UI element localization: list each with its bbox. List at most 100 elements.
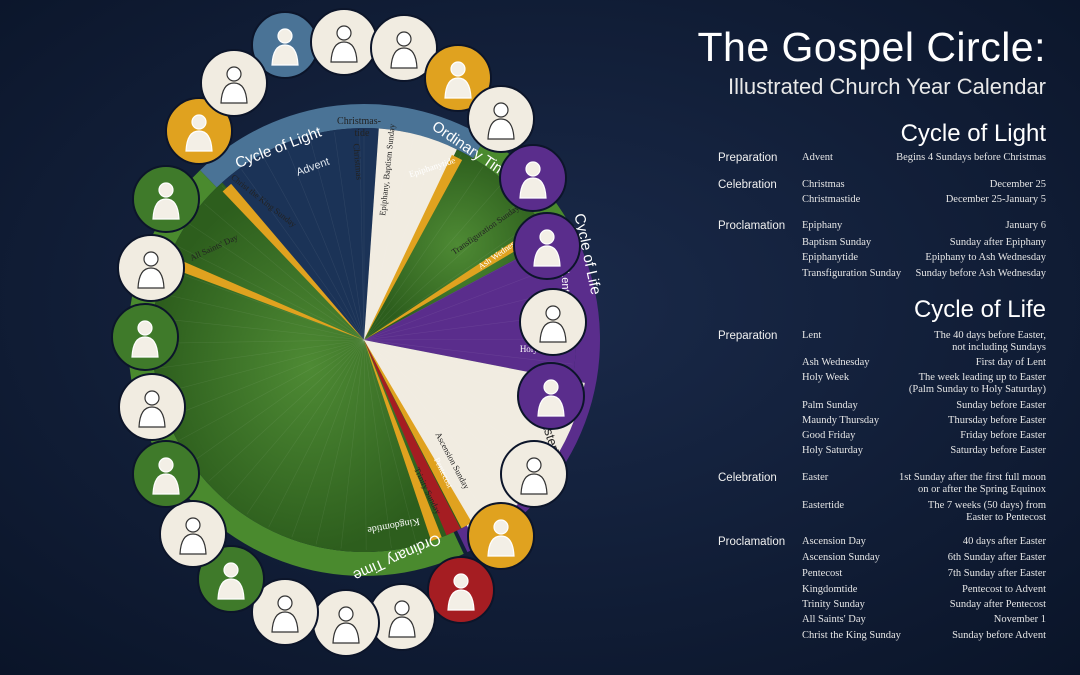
row-observance: Good Friday bbox=[802, 430, 856, 441]
row-date: Thursday before Easter bbox=[948, 415, 1046, 426]
week-divider bbox=[192, 339, 365, 462]
week-divider bbox=[363, 219, 537, 341]
cross-icon bbox=[517, 362, 585, 430]
week-divider bbox=[334, 132, 365, 341]
row-date: Sunday before Easter bbox=[956, 400, 1046, 411]
row-date: Begins 4 Sundays before Christmas bbox=[896, 152, 1046, 163]
week-divider bbox=[179, 339, 365, 441]
week-divider bbox=[159, 292, 365, 341]
ascension-icon bbox=[467, 502, 535, 570]
holy-family-icon bbox=[310, 8, 378, 76]
week-divider bbox=[268, 339, 365, 528]
map-icon bbox=[312, 589, 380, 657]
row-observance: Transfiguration Sunday bbox=[802, 268, 902, 279]
row-category: Celebration bbox=[718, 179, 777, 191]
row-category: Celebration bbox=[718, 472, 777, 484]
row-category: Proclamation bbox=[718, 536, 786, 548]
page-title: The Gospel Circle: bbox=[697, 24, 1046, 70]
row-observance: Holy Week bbox=[802, 372, 850, 383]
row-date: Sunday before Advent bbox=[952, 630, 1046, 641]
magi-icon bbox=[370, 14, 438, 82]
week-divider bbox=[208, 339, 365, 482]
week-divider bbox=[315, 339, 365, 545]
epiphanytide-sector bbox=[364, 149, 552, 340]
week-divider bbox=[359, 130, 365, 341]
cycle-light-ring bbox=[200, 103, 486, 188]
row-date: 1st Sunday after the first full moon on … bbox=[899, 472, 1046, 495]
row-date: Sunday after Pentecost bbox=[949, 599, 1046, 610]
band-ascension-sunday bbox=[364, 340, 472, 529]
week-divider bbox=[363, 339, 417, 544]
week-divider bbox=[176, 245, 365, 341]
row-observance: Lent bbox=[802, 330, 822, 341]
row-observance: Holy Saturday bbox=[802, 445, 863, 456]
page-subtitle: Illustrated Church Year Calendar bbox=[728, 74, 1046, 99]
row-category: Preparation bbox=[718, 152, 778, 164]
healing-icon bbox=[197, 545, 265, 613]
feast-bands bbox=[171, 154, 541, 542]
baptism-icon bbox=[424, 44, 492, 112]
row-date: December 25-January 5 bbox=[945, 194, 1046, 205]
row-date: November 1 bbox=[993, 614, 1046, 625]
week-divider bbox=[262, 155, 365, 341]
week-divider bbox=[309, 137, 365, 341]
week-divider bbox=[246, 339, 365, 515]
week-divider bbox=[168, 339, 365, 418]
row-date: 6th Sunday after Easter bbox=[947, 552, 1046, 563]
row-observance: Epiphanytide bbox=[802, 252, 858, 263]
christmas-label: Christmas bbox=[351, 143, 364, 181]
week-divider bbox=[154, 339, 365, 344]
row-observance: Ascension Sunday bbox=[802, 552, 880, 563]
row-observance: Christmas bbox=[802, 179, 845, 190]
christmastide-sector bbox=[364, 128, 457, 340]
band-baptism-sunday bbox=[364, 154, 463, 340]
row-date: Epiphany to Ash Wednesday bbox=[925, 252, 1046, 263]
row-observance: Advent bbox=[802, 152, 833, 163]
mary-pregnant-icon bbox=[251, 11, 319, 79]
row-date: January 6 bbox=[1005, 220, 1046, 231]
week-divider bbox=[285, 145, 365, 341]
row-date: Pentecost to Advent bbox=[962, 584, 1046, 595]
pentecost-icon bbox=[427, 556, 495, 624]
row-observance: Maundy Thursday bbox=[802, 415, 880, 426]
week-divider bbox=[363, 339, 392, 549]
band-pentecost bbox=[364, 340, 461, 536]
row-date: The 40 days before Easter, not including… bbox=[934, 330, 1046, 353]
row-observance: Kingdomtide bbox=[802, 584, 858, 595]
week-divider bbox=[363, 339, 485, 512]
resurrection-icon bbox=[500, 440, 568, 508]
week-divider bbox=[363, 135, 415, 341]
row-date: 7th Sunday after Easter bbox=[947, 568, 1046, 579]
row-observance: Baptism Sunday bbox=[802, 237, 872, 248]
feeding-crowd-icon bbox=[159, 500, 227, 568]
medallion-ring bbox=[111, 8, 587, 657]
row-observance: Ascension Day bbox=[802, 536, 866, 547]
row-date: December 25 bbox=[989, 179, 1046, 190]
row-observance: Pentecost bbox=[802, 568, 843, 579]
week-divider bbox=[363, 339, 523, 479]
week-divider bbox=[363, 131, 390, 341]
christmastide-label-line1: Christmas- bbox=[337, 116, 381, 127]
row-date: 40 days after Easter bbox=[962, 536, 1046, 547]
week-divider bbox=[155, 339, 365, 369]
row-category: Proclamation bbox=[718, 220, 786, 232]
week-divider bbox=[155, 317, 365, 341]
week-divider bbox=[363, 339, 367, 550]
prison-visit-icon bbox=[251, 578, 319, 646]
week-divider bbox=[340, 339, 365, 549]
saints-crowd-icon bbox=[117, 234, 185, 302]
last-supper-icon bbox=[519, 288, 587, 356]
row-observance: Easter bbox=[802, 472, 829, 483]
row-observance: Ash Wednesday bbox=[802, 357, 870, 368]
cycle-life-heading: Cycle of Life bbox=[913, 296, 1046, 323]
king-rider-icon bbox=[132, 165, 200, 233]
row-date: Friday before Easter bbox=[960, 430, 1046, 441]
week-divider bbox=[160, 339, 365, 394]
week-divider bbox=[226, 339, 365, 500]
lent-sector bbox=[364, 240, 576, 381]
row-category: Preparation bbox=[718, 330, 778, 342]
ash-cross-face-icon bbox=[499, 144, 567, 212]
week-divider bbox=[363, 166, 484, 341]
row-observance: All Saints' Day bbox=[802, 614, 866, 625]
